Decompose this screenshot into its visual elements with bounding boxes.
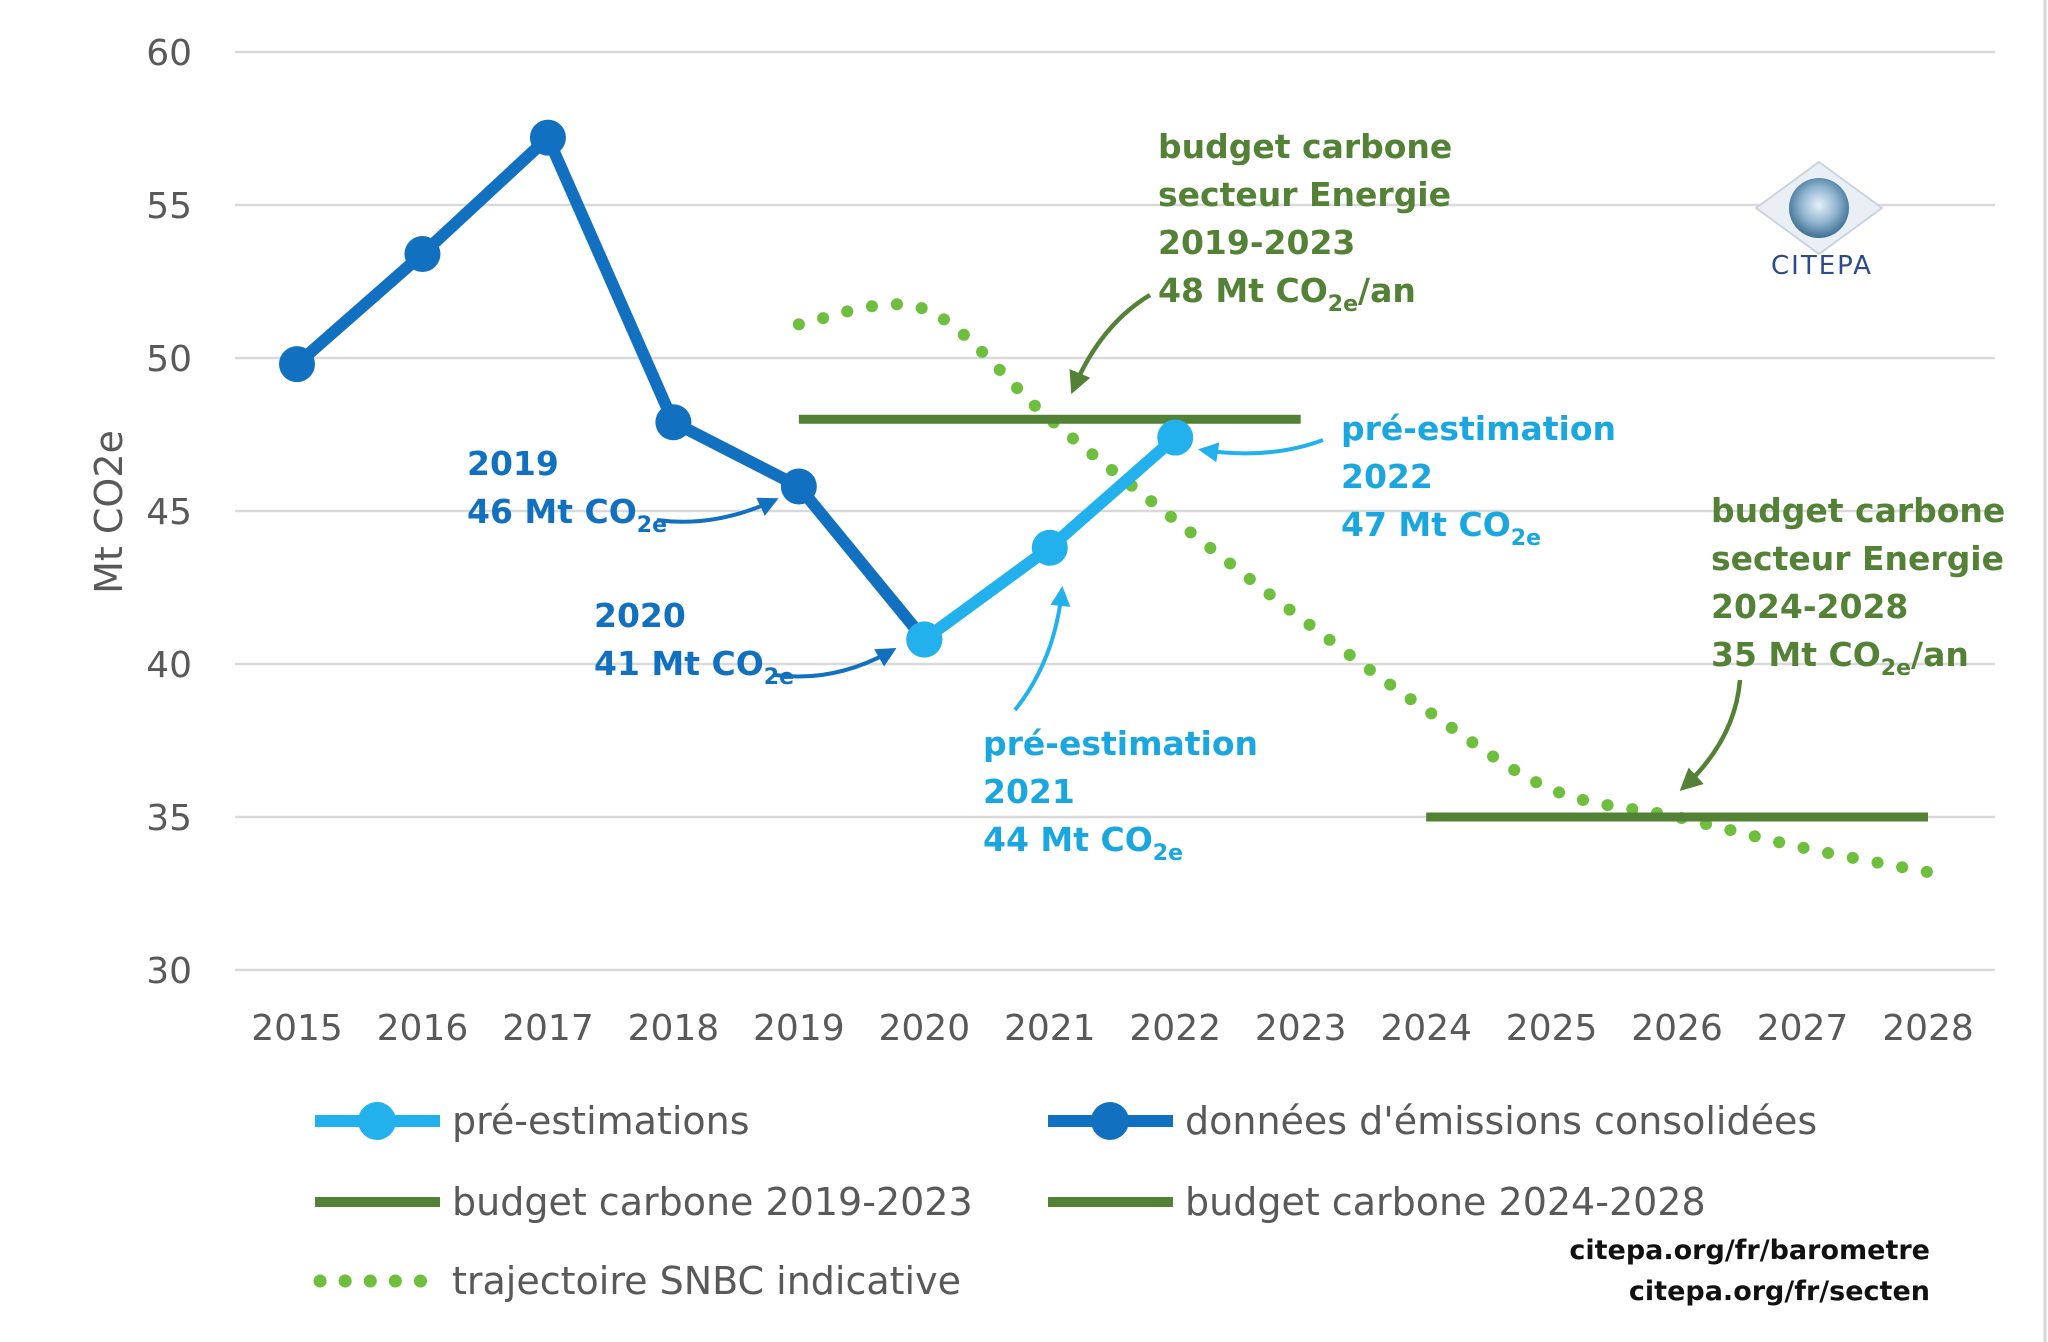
data-point [404,235,441,272]
data-point [529,119,566,156]
annotation-line: 48 Mt CO2e/an [1158,271,1416,317]
annotation-line: 44 Mt CO2e [983,820,1183,866]
annotation-budget-2024-2028: budget carbone secteur Energie 2024-2028 35… [1711,491,2005,681]
y-tick-label: 45 [146,492,192,533]
annotation-line: 2024-2028 [1711,587,1908,626]
x-axis-ticks: 2015 2016 2017 2018 2019 2020 2021 2022 2023 2024… [251,1008,1974,1049]
logo-text: CITEPA [1771,251,1873,281]
annotation-pre-estimation-2022: pré-estimation 2022 47 Mt CO2e [1341,409,1616,551]
annotation-line: budget carbone [1711,491,2005,530]
annotation-line: 35 Mt CO2e/an [1711,635,1969,681]
data-point [1031,529,1068,566]
annotation-line: secteur Energie [1711,539,2004,578]
y-axis-label: Mt CO2e [87,430,131,594]
legend-label: budget carbone 2019-2023 [452,1180,973,1224]
logo-globe-icon [1789,178,1849,238]
citepa-logo: CITEPA [1754,160,1884,281]
annotation-line: pré-estimation [983,724,1258,763]
x-tick-label: 2025 [1506,1008,1598,1049]
x-tick-label: 2019 [753,1008,845,1049]
legend-item: budget carbone 2019-2023 [315,1180,973,1224]
series-0 [279,119,943,658]
legend: pré-estimations données d'émissions conso… [313,1099,1817,1303]
x-tick-label: 2017 [502,1008,594,1049]
annotation-line: 2021 [983,772,1075,811]
x-tick-label: 2016 [377,1008,469,1049]
legend-label: pré-estimations [452,1099,750,1143]
series-line [293,131,929,644]
legend-marker [1091,1102,1129,1140]
annotation-line: 2020 [594,596,686,635]
arrow-2020 [774,648,897,679]
arrow-2021 [1013,586,1071,712]
data-point [655,404,692,441]
annotation-line: 41 Mt CO2e [594,644,794,690]
x-tick-label: 2021 [1004,1008,1096,1049]
y-tick-label: 55 [146,186,192,227]
legend-label: données d'émissions consolidées [1185,1099,1817,1143]
annotation-budget-2019-2023: budget carbone secteur Energie 2019-2023 48… [1158,127,1452,317]
legend-label: budget carbone 2024-2028 [1185,1180,1706,1224]
snbc-trajectory-line [792,298,1934,879]
annotation-line: 47 Mt CO2e [1341,505,1541,551]
annotation-2020: 2020 41 Mt CO2e [594,596,794,690]
source-link-barometre[interactable]: citepa.org/fr/barometre [1569,1235,1930,1266]
annotation-pre-estimation-2021: pré-estimation 2021 44 Mt CO2e [983,724,1258,866]
annotation-line: 46 Mt CO2e [467,492,667,538]
annotation-2019: 2019 46 Mt CO2e [467,444,667,538]
x-tick-label: 2026 [1631,1008,1723,1049]
series-4 [792,298,1934,879]
source-link-secten[interactable]: citepa.org/fr/secten [1629,1276,1930,1307]
annotations: budget carbone secteur Energie 2019-2023 48… [467,127,2005,866]
x-tick-label: 2028 [1882,1008,1974,1049]
legend-item: pré-estimations [315,1099,750,1143]
legend-item: trajectoire SNBC indicative [313,1259,961,1303]
grid-lines [235,50,1995,972]
y-tick-label: 35 [146,798,192,839]
x-tick-label: 2022 [1129,1008,1221,1049]
annotation-line: 2019 [467,444,559,483]
y-tick-label: 50 [146,339,192,380]
x-tick-label: 2023 [1255,1008,1347,1049]
chart-series [279,119,1934,879]
legend-item: données d'émissions consolidées [1048,1099,1817,1143]
annotation-line: 2022 [1341,457,1433,496]
x-tick-label: 2020 [878,1008,970,1049]
legend-marker [358,1102,396,1140]
data-point [1157,419,1194,456]
annotation-line: 2019-2023 [1158,223,1355,262]
annotation-line: budget carbone [1158,127,1452,166]
data-point [906,621,943,658]
arrow-budget-2024-2028 [1679,679,1743,792]
legend-item: budget carbone 2024-2028 [1048,1180,1706,1224]
x-tick-label: 2015 [251,1008,343,1049]
x-tick-label: 2027 [1757,1008,1849,1049]
x-tick-label: 2024 [1380,1008,1472,1049]
series-1 [906,419,1194,658]
legend-label: trajectoire SNBC indicative [452,1259,961,1303]
y-axis-ticks: 30 35 40 45 50 55 60 [146,33,192,992]
data-point [279,346,315,383]
arrow-budget-2019-2023 [1069,293,1152,395]
y-tick-label: 60 [146,33,192,74]
y-tick-label: 40 [146,645,192,686]
data-point [780,468,817,505]
x-tick-label: 2018 [628,1008,720,1049]
arrow-2022 [1198,438,1324,463]
arrow-2019 [656,497,779,524]
annotation-line: pré-estimation [1341,409,1616,448]
annotation-line: secteur Energie [1158,175,1451,214]
y-tick-label: 30 [146,951,192,992]
